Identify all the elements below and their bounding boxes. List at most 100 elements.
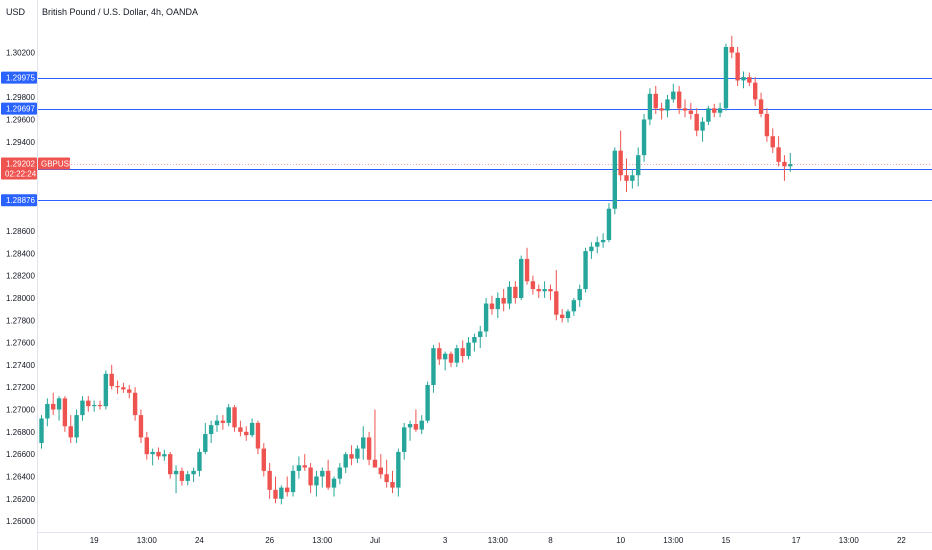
candle-body [279,487,284,499]
x-tick-label: 17 [792,536,801,545]
candle-body [325,470,331,488]
candle-body [682,108,688,111]
candle-body [741,77,746,81]
x-tick-label: 13:00 [663,536,684,545]
candle-body [665,99,670,111]
candle-body [390,482,395,488]
candle-body [694,113,699,131]
candle-body [782,161,787,167]
candle-body [554,291,559,315]
candle-body [671,91,676,100]
candle-body [583,251,588,290]
y-tick-label: 1.27400 [6,361,35,370]
level-price-badge [1,102,37,115]
candle-body [676,91,682,109]
candle-body [91,405,97,407]
level-price-badge [1,71,37,84]
x-tick-label: 13:00 [312,536,333,545]
candle-body [68,426,73,438]
candle-body [735,52,740,81]
y-tick-label: 1.28200 [6,272,35,281]
candle-body [776,147,781,162]
candle-body [442,353,448,360]
candle-body [524,258,530,282]
x-tick-label: 19 [90,536,99,545]
candle-body [747,77,752,83]
level-price-badge [1,194,37,207]
x-tick-label: 3 [443,536,448,545]
candle-body [156,451,161,457]
candle-body [431,348,436,385]
candle-body [331,478,337,488]
level-price-badge-label: 1.28876 [6,196,35,205]
x-tick-label: 15 [721,536,730,545]
y-tick-label: 1.26000 [6,517,35,526]
x-tick-label: 26 [265,536,274,545]
x-tick-label: 22 [897,536,906,545]
candle-body [121,387,126,390]
candle-body [203,434,208,452]
candle-body [226,407,231,423]
candle-body [788,164,793,167]
candle-body [437,348,442,360]
x-tick-label: 10 [616,536,625,545]
candle-body [764,113,770,137]
candle-body [290,470,296,493]
candle-body [729,46,734,53]
candle-body [636,155,641,176]
candle-body [448,353,454,363]
candle-body [244,431,249,436]
candle-body [396,451,401,488]
candle-body [530,281,536,290]
candle-body [647,93,653,120]
candle-body [402,427,407,452]
candle-body [132,392,138,416]
candle-body [630,175,635,181]
symbol-tag [38,157,70,170]
candle-body [659,108,664,111]
candle-body [138,415,144,438]
candle-body [624,175,629,181]
candle-body [273,489,278,499]
candle-body [717,108,723,113]
candle-body [185,474,190,481]
candle-body [571,300,577,312]
candle-body [501,297,506,304]
candle-body [384,474,389,483]
level-price-badge-label: 1.29975 [6,74,35,83]
currency-label[interactable]: USD [6,7,26,17]
price-axis-panel[interactable] [0,0,38,550]
candle-body [600,239,606,243]
candle-body [355,448,360,459]
candle-body [618,150,623,176]
candle-body [232,407,237,428]
candle-body [314,476,319,486]
candle-body [173,470,179,475]
candle-body [168,454,173,475]
candle-body [548,289,553,292]
y-tick-label: 1.30200 [6,49,35,58]
candle-body [589,246,594,252]
candle-body [770,136,775,148]
y-tick-label: 1.26400 [6,472,35,481]
candle-body [296,465,302,471]
candle-body [542,289,547,292]
y-tick-label: 1.28400 [6,249,35,258]
candle-body [478,331,483,338]
candle-body [191,470,196,475]
candle-body [197,451,202,471]
candle-body [372,459,378,468]
candle-body [606,208,612,240]
candle-body [706,108,711,122]
candle-body [261,448,266,471]
candle-body [179,470,185,481]
candle-body [641,119,647,156]
candle-body [565,311,571,319]
candle-body [454,348,460,363]
x-tick-label: 8 [548,536,553,545]
candle-body [214,420,220,426]
candle-body [559,314,565,319]
candle-body [712,108,717,113]
candle-body [39,418,44,443]
